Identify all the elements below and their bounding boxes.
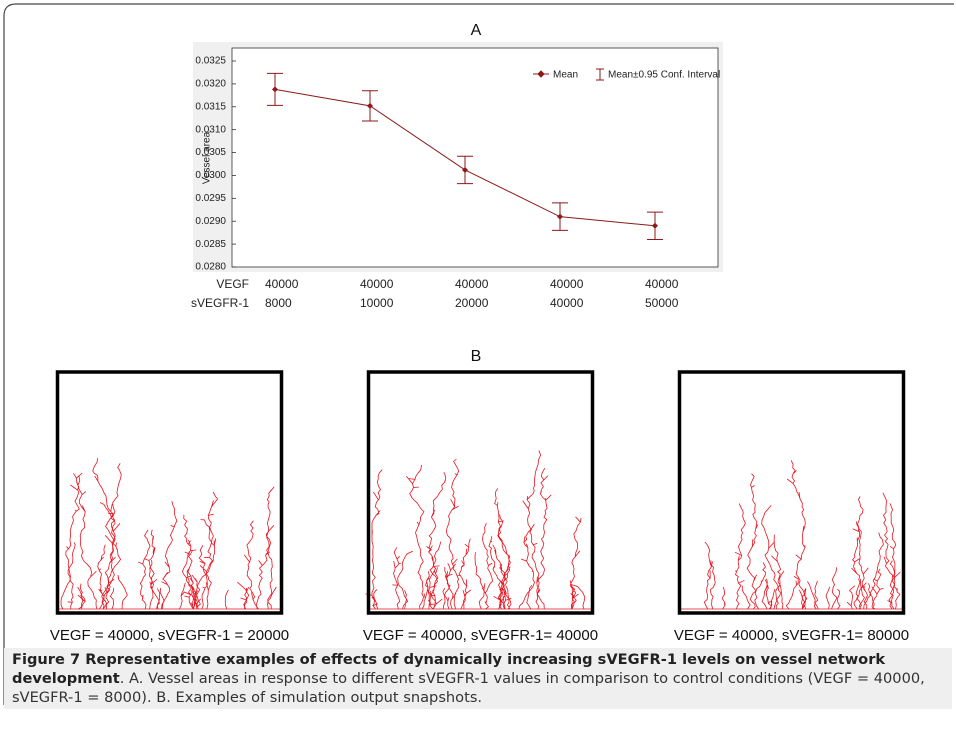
x-tick-label: 10000 bbox=[360, 296, 394, 310]
snapshot-frame bbox=[366, 370, 595, 615]
caption-text: . A. Vessel areas in response to differe… bbox=[12, 670, 925, 706]
x-tick-label: 40000 bbox=[455, 277, 489, 291]
point bbox=[272, 86, 278, 93]
snapshot-label: VEGF = 40000, sVEGFR-1= 80000 bbox=[674, 627, 909, 644]
x-tick-label: 40000 bbox=[645, 277, 679, 291]
y-tick-label: 0.0310 bbox=[195, 124, 226, 135]
x-tick-label: 50000 bbox=[645, 296, 679, 310]
legend-marker bbox=[533, 70, 549, 78]
vessel-network bbox=[59, 458, 280, 610]
point bbox=[652, 222, 658, 229]
vessel-network bbox=[681, 460, 902, 610]
y-tick-label: 0.0300 bbox=[195, 170, 226, 181]
x-tick-label: 8000 bbox=[265, 296, 292, 310]
row-label: sVEGFR-1 bbox=[191, 296, 249, 310]
y-axis-label: Vessel area bbox=[202, 131, 213, 184]
simulation-snapshot bbox=[677, 370, 906, 615]
snapshot-label: VEGF = 40000, sVEGFR-1= 40000 bbox=[363, 627, 598, 644]
y-tick-label: 0.0305 bbox=[195, 147, 226, 158]
figure-frame bbox=[3, 3, 954, 705]
panel-label: A bbox=[471, 22, 482, 39]
row-label: VEGF bbox=[216, 277, 249, 291]
figure-caption: Figure 7 Representative examples of effe… bbox=[4, 648, 952, 709]
legend-errorbar bbox=[596, 68, 604, 81]
y-tick-label: 0.0325 bbox=[195, 56, 226, 67]
x-tick-label: 40000 bbox=[265, 277, 299, 291]
legend-label: Mean±0.95 Conf. Interval bbox=[608, 70, 720, 81]
snapshot-frame bbox=[55, 370, 284, 615]
y-tick-label: 0.0290 bbox=[195, 216, 226, 227]
point bbox=[367, 102, 373, 109]
caption-title: Figure 7 Representative examples of effe… bbox=[12, 651, 886, 687]
vessel-network bbox=[365, 450, 591, 610]
point bbox=[557, 213, 563, 220]
y-tick-label: 0.0285 bbox=[195, 239, 226, 250]
legend-label: Mean bbox=[553, 70, 578, 81]
x-tick-label: 40000 bbox=[550, 277, 584, 291]
simulation-snapshot bbox=[365, 370, 595, 615]
y-tick-label: 0.0295 bbox=[195, 193, 226, 204]
y-tick-label: 0.0320 bbox=[195, 79, 226, 90]
y-tick-label: 0.0280 bbox=[195, 262, 226, 273]
x-tick-label: 20000 bbox=[455, 296, 489, 310]
x-tick-label: 40000 bbox=[550, 296, 584, 310]
x-tick-label: 40000 bbox=[360, 277, 394, 291]
simulation-snapshot bbox=[55, 370, 284, 615]
plot-area bbox=[231, 47, 719, 268]
snapshot-frame bbox=[677, 370, 906, 615]
panel-label: B bbox=[471, 348, 482, 365]
y-tick-label: 0.0315 bbox=[195, 101, 226, 112]
snapshot-label: VEGF = 40000, sVEGFR-1 = 20000 bbox=[50, 627, 289, 644]
point bbox=[462, 166, 468, 173]
